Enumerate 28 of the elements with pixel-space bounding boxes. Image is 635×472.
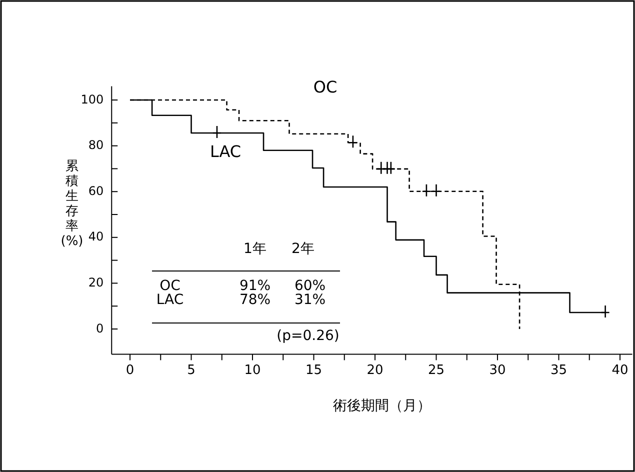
text: LAC 78% 31% xyxy=(156,292,326,308)
x-tick-label: 25 xyxy=(428,363,445,378)
x-tick-label: 20 xyxy=(366,363,384,378)
x-tick-label: 35 xyxy=(550,363,568,378)
point xyxy=(212,125,222,139)
point xyxy=(348,134,358,148)
x-tick-label: 40 xyxy=(612,363,628,378)
annotation: (p=0.26) xyxy=(276,328,340,344)
text: OC 91% 60% xyxy=(160,278,326,294)
x-tick-label: 30 xyxy=(489,363,506,378)
text: OC xyxy=(313,77,338,96)
point xyxy=(376,161,386,175)
x-tick-label: 10 xyxy=(244,363,261,378)
y-tick-label: 100 xyxy=(80,92,104,106)
x-axis-title: 術後期間（月） xyxy=(332,398,431,414)
y-tick-label: 0 xyxy=(96,321,104,336)
y-tick-label: 80 xyxy=(88,138,104,152)
series-label: LAC xyxy=(210,142,242,161)
y-tick-label: 20 xyxy=(88,275,104,290)
point xyxy=(422,184,432,198)
y-tick-label: 60 xyxy=(88,184,104,198)
y-tick-label: 40 xyxy=(88,230,104,244)
x-tick-label: 5 xyxy=(187,363,196,378)
text: 1年 2年 xyxy=(244,241,314,257)
x-tick-label: 15 xyxy=(305,363,322,378)
point xyxy=(386,161,396,175)
x-tick-label: 0 xyxy=(126,363,134,378)
y-axis-title: 累積生存率 (%) xyxy=(60,159,84,249)
